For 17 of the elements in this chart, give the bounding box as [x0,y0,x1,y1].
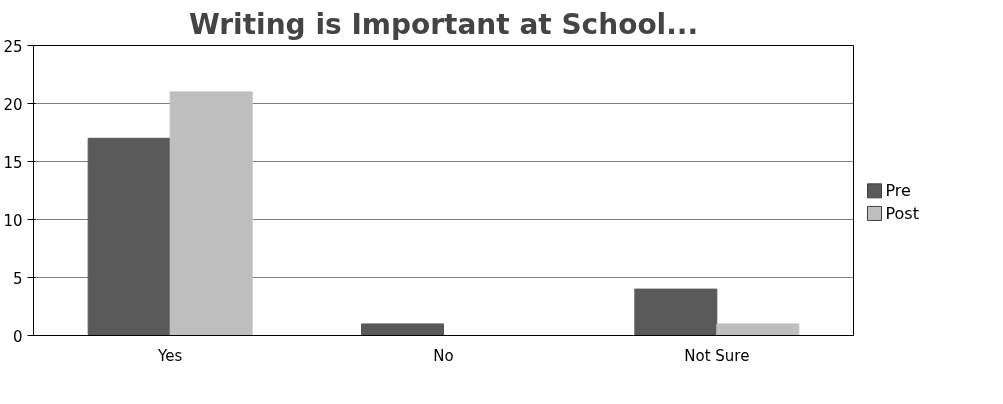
bar [361,323,444,336]
y-tick-label: 15 [3,153,23,172]
x-tick-label: No [433,346,454,365]
y-tick-label: 10 [3,211,23,230]
y-tick-label: 0 [12,327,23,346]
bar [87,137,171,336]
y-tick-label: 20 [3,95,23,114]
y-tick-label: 25 [3,37,23,56]
chart-title: Writing is Important at School... [188,7,699,41]
y-tick-label: 5 [12,269,23,288]
bar [634,288,718,336]
legend-label: Pre [885,181,911,201]
bar [169,91,253,336]
x-tick-label: Not Sure [684,346,750,365]
legend-label: Post [885,203,919,223]
bar [716,323,800,336]
x-tick-label: Yes [157,346,183,365]
